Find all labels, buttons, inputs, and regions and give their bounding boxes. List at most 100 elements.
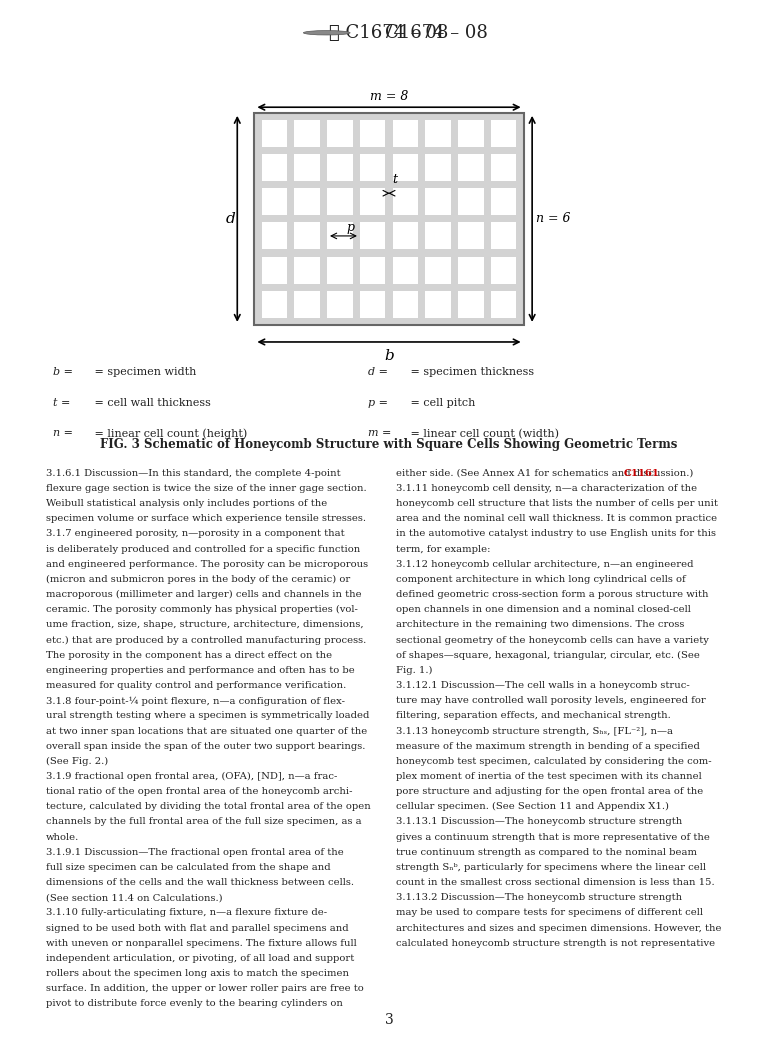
Text: open channels in one dimension and a nominal closed-cell: open channels in one dimension and a nom… [396,605,691,614]
Text: 3.1.13.2 Discussion—The honeycomb structure strength: 3.1.13.2 Discussion—The honeycomb struct… [396,893,682,903]
Bar [393,256,418,283]
Bar [360,188,385,215]
Bar [491,256,517,283]
Text: measure of the maximum strength in bending of a specified: measure of the maximum strength in bendi… [396,741,700,751]
Text: (micron and submicron pores in the body of the ceramic) or: (micron and submicron pores in the body … [46,575,350,584]
Text: is deliberately produced and controlled for a specific function: is deliberately produced and controlled … [46,544,360,554]
Bar [426,290,451,318]
Text: macroporous (millimeter and larger) cells and channels in the: macroporous (millimeter and larger) cell… [46,590,362,600]
Text: 3.1.12 honeycomb cellular architecture, n—an engineered: 3.1.12 honeycomb cellular architecture, … [396,560,693,568]
Text: p: p [346,222,354,234]
Bar [491,120,517,147]
Bar [261,290,287,318]
Bar [491,223,517,250]
Bar [458,154,484,181]
FancyBboxPatch shape [254,113,524,325]
Text: 3.1.13 honeycomb structure strength, Sₕₛ, [FL⁻²], n—a: 3.1.13 honeycomb structure strength, Sₕₛ… [396,727,673,736]
Text: engineering properties and performance and often has to be: engineering properties and performance a… [46,666,355,675]
Bar [393,154,418,181]
Bar [491,290,517,318]
Bar [426,256,451,283]
Bar [327,154,352,181]
Bar [491,154,517,181]
Text: C1674 – 08: C1674 – 08 [385,24,488,42]
Bar [458,188,484,215]
Text: term, for example:: term, for example: [396,544,490,554]
Bar [426,188,451,215]
Text: pore structure and adjusting for the open frontal area of the: pore structure and adjusting for the ope… [396,787,703,796]
Text: rollers about the specimen long axis to match the specimen: rollers about the specimen long axis to … [46,969,349,979]
Text: surface. In addition, the upper or lower roller pairs are free to: surface. In addition, the upper or lower… [46,984,363,993]
Text: n = 6: n = 6 [537,212,571,225]
Text: b: b [384,349,394,363]
Text: 3.1.13.1 Discussion—The honeycomb structure strength: 3.1.13.1 Discussion—The honeycomb struct… [396,817,682,827]
Bar [393,223,418,250]
Text: 3.1.7 engineered porosity, n—porosity in a component that: 3.1.7 engineered porosity, n—porosity in… [46,530,345,538]
Text: = cell wall thickness: = cell wall thickness [92,398,212,408]
Text: may be used to compare tests for specimens of different cell: may be used to compare tests for specime… [396,909,703,917]
Bar [393,290,418,318]
Text: ume fraction, size, shape, structure, architecture, dimensions,: ume fraction, size, shape, structure, ar… [46,620,363,630]
Text: whole.: whole. [46,833,79,841]
Bar [327,256,352,283]
Text: gives a continuum strength that is more representative of the: gives a continuum strength that is more … [396,833,710,841]
Text: ⚙ C1674 – 08: ⚙ C1674 – 08 [329,24,449,42]
Text: signed to be used both with flat and parallel specimens and: signed to be used both with flat and par… [46,923,349,933]
Text: = linear cell count (height): = linear cell count (height) [92,429,247,439]
Bar [458,120,484,147]
Text: The porosity in the component has a direct effect on the: The porosity in the component has a dire… [46,651,332,660]
Bar [261,154,287,181]
Text: dimensions of the cells and the wall thickness between cells.: dimensions of the cells and the wall thi… [46,879,354,887]
Text: (See Fig. 2.): (See Fig. 2.) [46,757,108,766]
Text: = cell pitch: = cell pitch [406,398,475,408]
Bar [393,120,418,147]
Text: independent articulation, or pivoting, of all load and support: independent articulation, or pivoting, o… [46,954,354,963]
Text: t =: t = [53,398,70,408]
Text: m = 8: m = 8 [370,90,408,103]
Text: architectures and sizes and specimen dimensions. However, the: architectures and sizes and specimen dim… [396,923,721,933]
Text: b =: b = [53,366,73,377]
Text: C1161: C1161 [624,468,660,478]
Text: plex moment of inertia of the test specimen with its channel: plex moment of inertia of the test speci… [396,772,702,781]
Text: sectional geometry of the honeycomb cells can have a variety: sectional geometry of the honeycomb cell… [396,636,709,644]
Text: specimen volume or surface which experience tensile stresses.: specimen volume or surface which experie… [46,514,366,524]
Bar [458,223,484,250]
Text: measured for quality control and performance verification.: measured for quality control and perform… [46,681,346,690]
Text: Fig. 1.): Fig. 1.) [396,666,433,675]
Bar [360,290,385,318]
Bar [426,154,451,181]
Text: area and the nominal cell wall thickness. It is common practice: area and the nominal cell wall thickness… [396,514,717,524]
Text: of shapes—square, hexagonal, triangular, circular, etc. (See: of shapes—square, hexagonal, triangular,… [396,651,700,660]
Text: 3: 3 [384,1013,394,1027]
Bar [360,223,385,250]
Bar [393,188,418,215]
Text: tional ratio of the open frontal area of the honeycomb archi-: tional ratio of the open frontal area of… [46,787,352,796]
Text: = specimen width: = specimen width [92,366,197,377]
Bar [327,120,352,147]
Text: honeycomb cell structure that lists the number of cells per unit: honeycomb cell structure that lists the … [396,500,718,508]
Text: p =: p = [368,398,388,408]
Text: = specimen thickness: = specimen thickness [406,366,534,377]
Text: architecture in the remaining two dimensions. The cross: architecture in the remaining two dimens… [396,620,685,630]
Text: 3.1.12.1 Discussion—The cell walls in a honeycomb struc-: 3.1.12.1 Discussion—The cell walls in a … [396,681,690,690]
Text: d =: d = [368,366,388,377]
Bar [261,188,287,215]
Text: etc.) that are produced by a controlled manufacturing process.: etc.) that are produced by a controlled … [46,636,366,644]
Bar [294,223,320,250]
Text: pivot to distribute force evenly to the bearing cylinders on: pivot to distribute force evenly to the … [46,999,343,1009]
Bar [327,223,352,250]
Circle shape [303,30,350,35]
Text: ture may have controlled wall porosity levels, engineered for: ture may have controlled wall porosity l… [396,696,706,705]
Bar [360,256,385,283]
Text: 3.1.9.1 Discussion—The fractional open frontal area of the: 3.1.9.1 Discussion—The fractional open f… [46,847,344,857]
Text: 3.1.9 fractional open frontal area, (OFA), [ND], n—a frac-: 3.1.9 fractional open frontal area, (OFA… [46,772,338,781]
Bar [294,256,320,283]
Text: in the automotive catalyst industry to use English units for this: in the automotive catalyst industry to u… [396,530,716,538]
Text: count in the smallest cross sectional dimension is less than 15.: count in the smallest cross sectional di… [396,879,715,887]
Text: = linear cell count (width): = linear cell count (width) [406,429,559,439]
Text: true continuum strength as compared to the nominal beam: true continuum strength as compared to t… [396,847,697,857]
Text: 3.1.10 fully-articulating fixture, n—a flexure fixture de-: 3.1.10 fully-articulating fixture, n—a f… [46,909,327,917]
Text: m =: m = [368,429,391,438]
Text: defined geometric cross-section form a porous structure with: defined geometric cross-section form a p… [396,590,709,600]
Text: n =: n = [53,429,73,438]
